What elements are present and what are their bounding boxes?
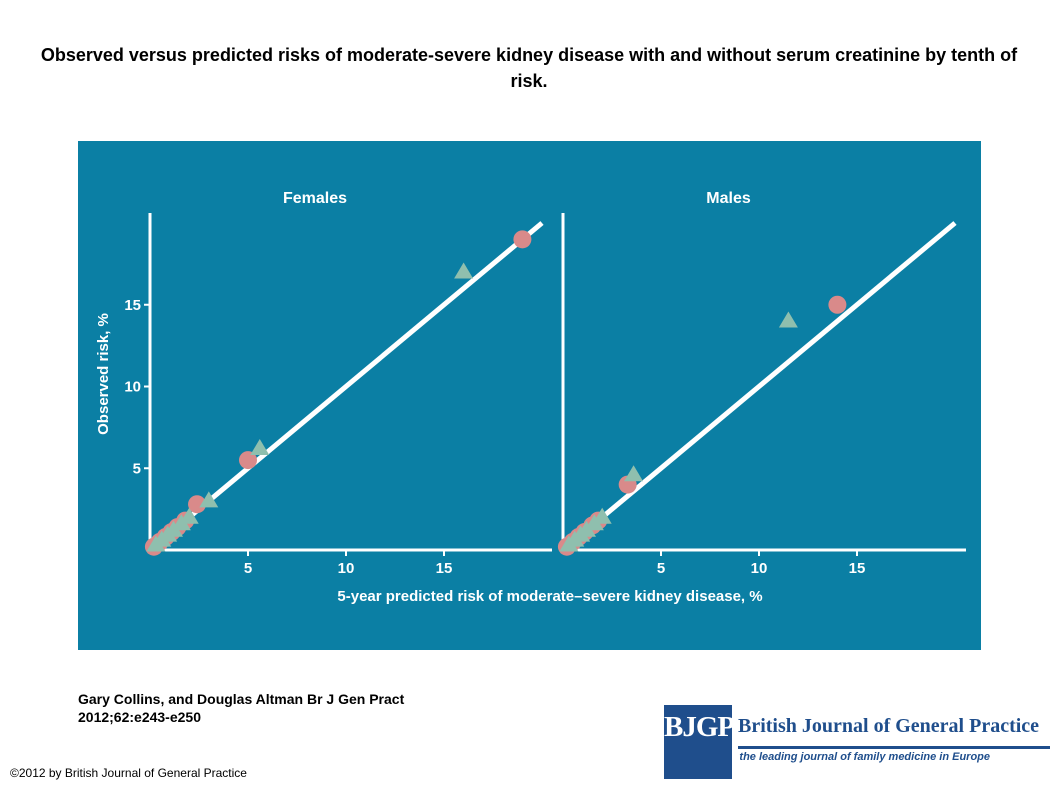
journal-rule xyxy=(738,746,1050,749)
males-panel-title: Males xyxy=(706,190,751,207)
females-triangle-point xyxy=(250,439,270,456)
males-triangle-point xyxy=(778,311,798,328)
chart-figure: 5 10 15 5 10 15 Females Observed risk, % 5 10 15 Ma… xyxy=(78,141,981,650)
females-x-tick-label: 15 xyxy=(436,560,453,577)
females-circle-point xyxy=(188,495,207,514)
females-circle-point xyxy=(239,451,257,470)
males-x-tick-label: 5 xyxy=(657,560,665,577)
females-y-tick-label: 15 xyxy=(124,297,141,314)
males-reference-line xyxy=(561,221,957,552)
males-triangle-point xyxy=(624,465,644,482)
chart-background xyxy=(78,141,981,650)
journal-banner: BJGP British Journal of General Practice… xyxy=(664,705,1052,779)
males-x-tick-label: 10 xyxy=(751,560,768,577)
females-triangle-point xyxy=(179,507,199,524)
copyright: ©2012 by British Journal of General Prac… xyxy=(10,766,247,780)
males-triangle-point xyxy=(592,507,612,524)
females-x-tick-label: 10 xyxy=(338,560,355,577)
females-reference-line xyxy=(148,221,544,552)
journal-tagline: the leading journal of family medicine i… xyxy=(739,751,990,763)
females-y-tick-label: 5 xyxy=(133,460,141,477)
page-title: Observed versus predicted risks of moder… xyxy=(40,45,1018,91)
males-circle-point xyxy=(828,295,847,314)
x-axis-label: 5-year predicted risk of moderate–severe… xyxy=(337,588,762,605)
journal-name: British Journal of General Practice xyxy=(738,715,1040,737)
males-x-tick-label: 15 xyxy=(849,560,866,577)
females-y-tick-label: 10 xyxy=(124,379,141,396)
chart-svg: 5 10 15 5 10 15 Females Observed risk, % 5 10 15 Ma… xyxy=(78,141,981,650)
females-triangle-point xyxy=(199,491,219,508)
females-x-tick-label: 5 xyxy=(244,560,252,577)
females-triangle-point xyxy=(454,262,474,279)
citation: Gary Collins, and Douglas Altman Br J Ge… xyxy=(78,691,405,725)
females-y-axis-label: Observed risk, % xyxy=(95,313,112,435)
bjgp-logo: BJGP xyxy=(664,705,735,779)
females-circle-point xyxy=(513,230,532,249)
females-panel-title: Females xyxy=(283,190,347,207)
